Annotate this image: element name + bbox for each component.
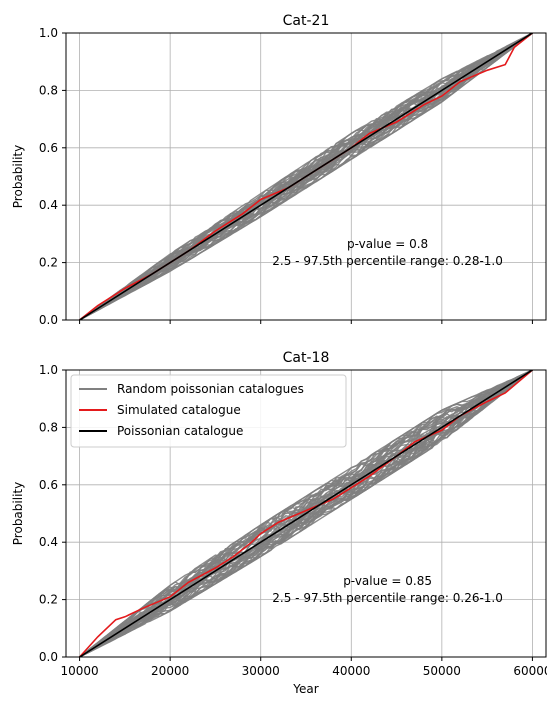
random-catalogue-line <box>79 370 533 657</box>
panel-title: Cat-21 <box>283 13 330 29</box>
random-catalogue-line <box>79 370 533 657</box>
random-catalogue-line <box>79 370 533 657</box>
y-tick-label: 0.8 <box>39 83 58 97</box>
y-tick-label: 0.6 <box>39 478 58 492</box>
random-catalogue-line <box>79 370 533 657</box>
panel-title: Cat-18 <box>283 350 330 366</box>
plot-area <box>79 370 533 657</box>
legend-label: Simulated catalogue <box>117 403 241 417</box>
x-tick-label: 50000 <box>423 664 461 678</box>
x-axis-label: Year <box>292 682 318 696</box>
random-catalogue-line <box>79 370 533 657</box>
plot-area <box>79 33 533 320</box>
y-tick-label: 0.0 <box>39 313 58 327</box>
random-catalogues-group <box>79 370 533 657</box>
random-catalogue-line <box>79 370 533 657</box>
random-catalogue-line <box>79 33 533 320</box>
x-tick-label: 30000 <box>242 664 280 678</box>
y-tick-label: 0.6 <box>39 141 58 155</box>
y-tick-label: 0.2 <box>39 256 58 270</box>
y-tick-label: 0.4 <box>39 198 58 212</box>
axes-frame <box>65 32 547 321</box>
p-value-annotation: p-value = 0.85 <box>343 574 432 588</box>
y-tick-label: 0.0 <box>39 650 58 664</box>
percentile-range-annotation: 2.5 - 97.5th percentile range: 0.28-1.0 <box>272 254 503 268</box>
panel-cat-21: 0.0 0.2 0.4 0.6 0.8 1.0 Cat-21 Probability p-val… <box>11 13 547 327</box>
axes-frame <box>65 369 547 658</box>
y-tick-label: 1.0 <box>39 363 58 377</box>
percentile-range-annotation: 2.5 - 97.5th percentile range: 0.26-1.0 <box>272 591 503 605</box>
random-catalogue-line <box>79 33 533 320</box>
x-tick-label: 40000 <box>332 664 370 678</box>
legend-box <box>70 374 347 448</box>
y-tick-label: 0.8 <box>39 420 58 434</box>
y-tick-label: 0.4 <box>39 535 58 549</box>
y-tick-label: 0.2 <box>39 593 58 607</box>
random-catalogue-line <box>79 33 533 320</box>
legend: Random poissonian catalogues Simulated ca… <box>70 374 347 448</box>
random-catalogue-line <box>79 33 533 320</box>
poissonian-catalogue-line <box>79 370 533 657</box>
simulated-catalogue-line <box>79 370 533 657</box>
y-axis-label: Probability <box>11 145 25 208</box>
legend-label: Poissonian catalogue <box>117 424 243 438</box>
poissonian-catalogue-line <box>79 33 533 320</box>
x-tick-label: 10000 <box>60 664 98 678</box>
x-tick-label: 20000 <box>151 664 189 678</box>
y-tick-label: 1.0 <box>39 26 58 40</box>
y-axis-label: Probability <box>11 482 25 545</box>
p-value-annotation: p-value = 0.8 <box>347 237 428 251</box>
legend-label: Random poissonian catalogues <box>117 382 304 396</box>
